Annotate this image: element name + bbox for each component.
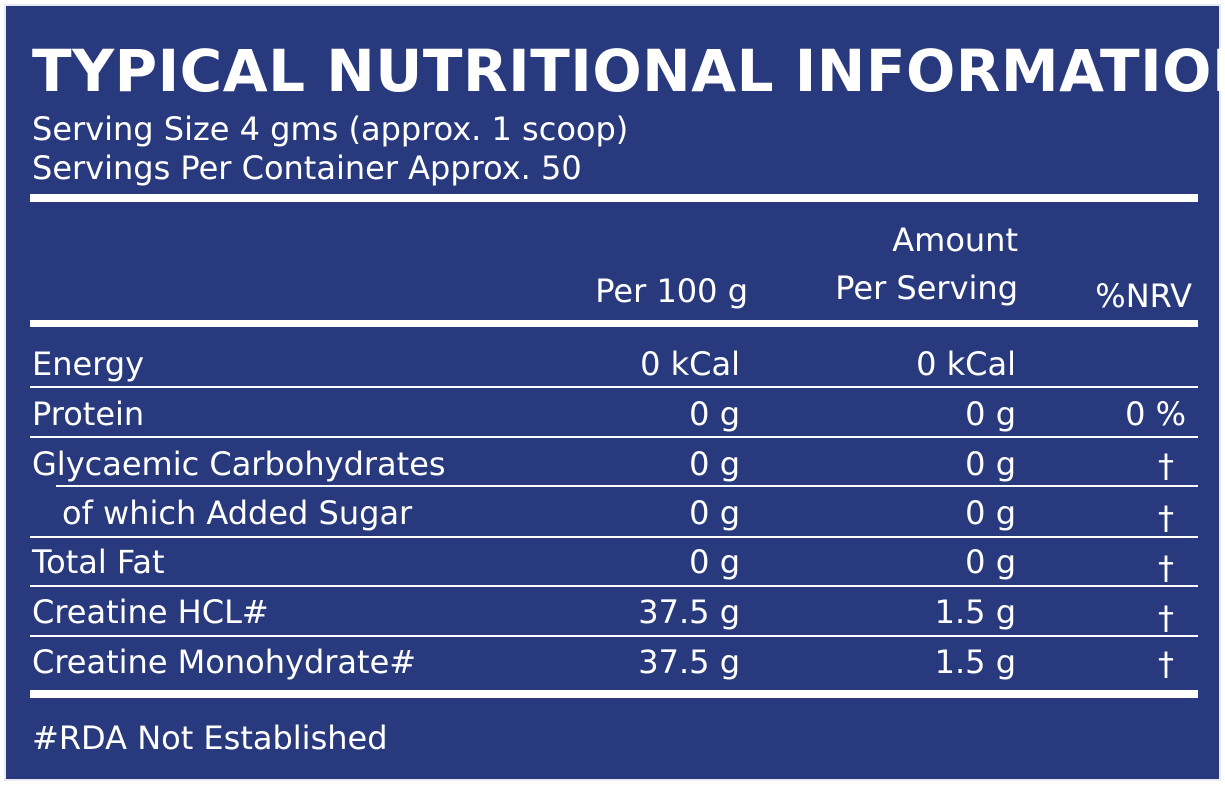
row-divider [56,485,1198,487]
divider-thick-header [30,320,1198,327]
nutrition-label-panel: TYPICAL NUTRITIONAL INFORMATION Serving … [4,4,1225,781]
row-divider [30,635,1198,637]
value-per-100g: 0 g [689,445,740,483]
servings-per-container: Servings Per Container Approx. 50 [32,149,582,187]
header-per-100g: Per 100 g [595,272,748,310]
value-per-serving: 1.5 g [934,593,1016,631]
nutrient-name: Energy [32,345,145,383]
divider-thick-bottom [30,690,1198,698]
value-nrv: † [1158,599,1174,637]
value-per-100g: 0 kCal [640,345,740,383]
divider-thick-top [30,194,1198,202]
row-divider [30,585,1198,587]
nutrient-name: Total Fat [32,543,165,581]
value-per-serving: 0 kCal [916,345,1016,383]
label-title: TYPICAL NUTRITIONAL INFORMATION [32,37,1225,105]
value-per-serving: 1.5 g [934,643,1016,681]
value-nrv: † [1158,549,1174,587]
header-amount: Amount [892,221,1018,259]
value-nrv: 0 % [1125,395,1186,433]
value-per-100g: 0 g [689,395,740,433]
nutrient-name: Protein [32,395,145,433]
nutrient-name: Creatine HCL# [32,593,269,631]
value-per-serving: 0 g [965,445,1016,483]
header-per-serving: Per Serving [835,269,1018,307]
nutrient-name: of which Added Sugar [62,494,413,532]
nutrient-name: Glycaemic Carbohydrates [32,445,446,483]
value-per-100g: 37.5 g [638,593,740,631]
row-divider [30,536,1198,538]
value-nrv: † [1158,499,1174,537]
value-per-serving: 0 g [965,494,1016,532]
footnote: #RDA Not Established [32,719,388,757]
value-per-serving: 0 g [965,395,1016,433]
value-per-100g: 0 g [689,494,740,532]
value-per-serving: 0 g [965,543,1016,581]
value-nrv: † [1158,447,1174,485]
nutrient-name: Creatine Monohydrate# [32,643,417,681]
header-nrv: %NRV [1095,277,1192,315]
serving-size: Serving Size 4 gms (approx. 1 scoop) [32,110,629,148]
row-divider [30,386,1198,388]
row-divider [30,436,1198,438]
value-per-100g: 37.5 g [638,643,740,681]
value-per-100g: 0 g [689,543,740,581]
value-nrv: † [1158,645,1174,683]
